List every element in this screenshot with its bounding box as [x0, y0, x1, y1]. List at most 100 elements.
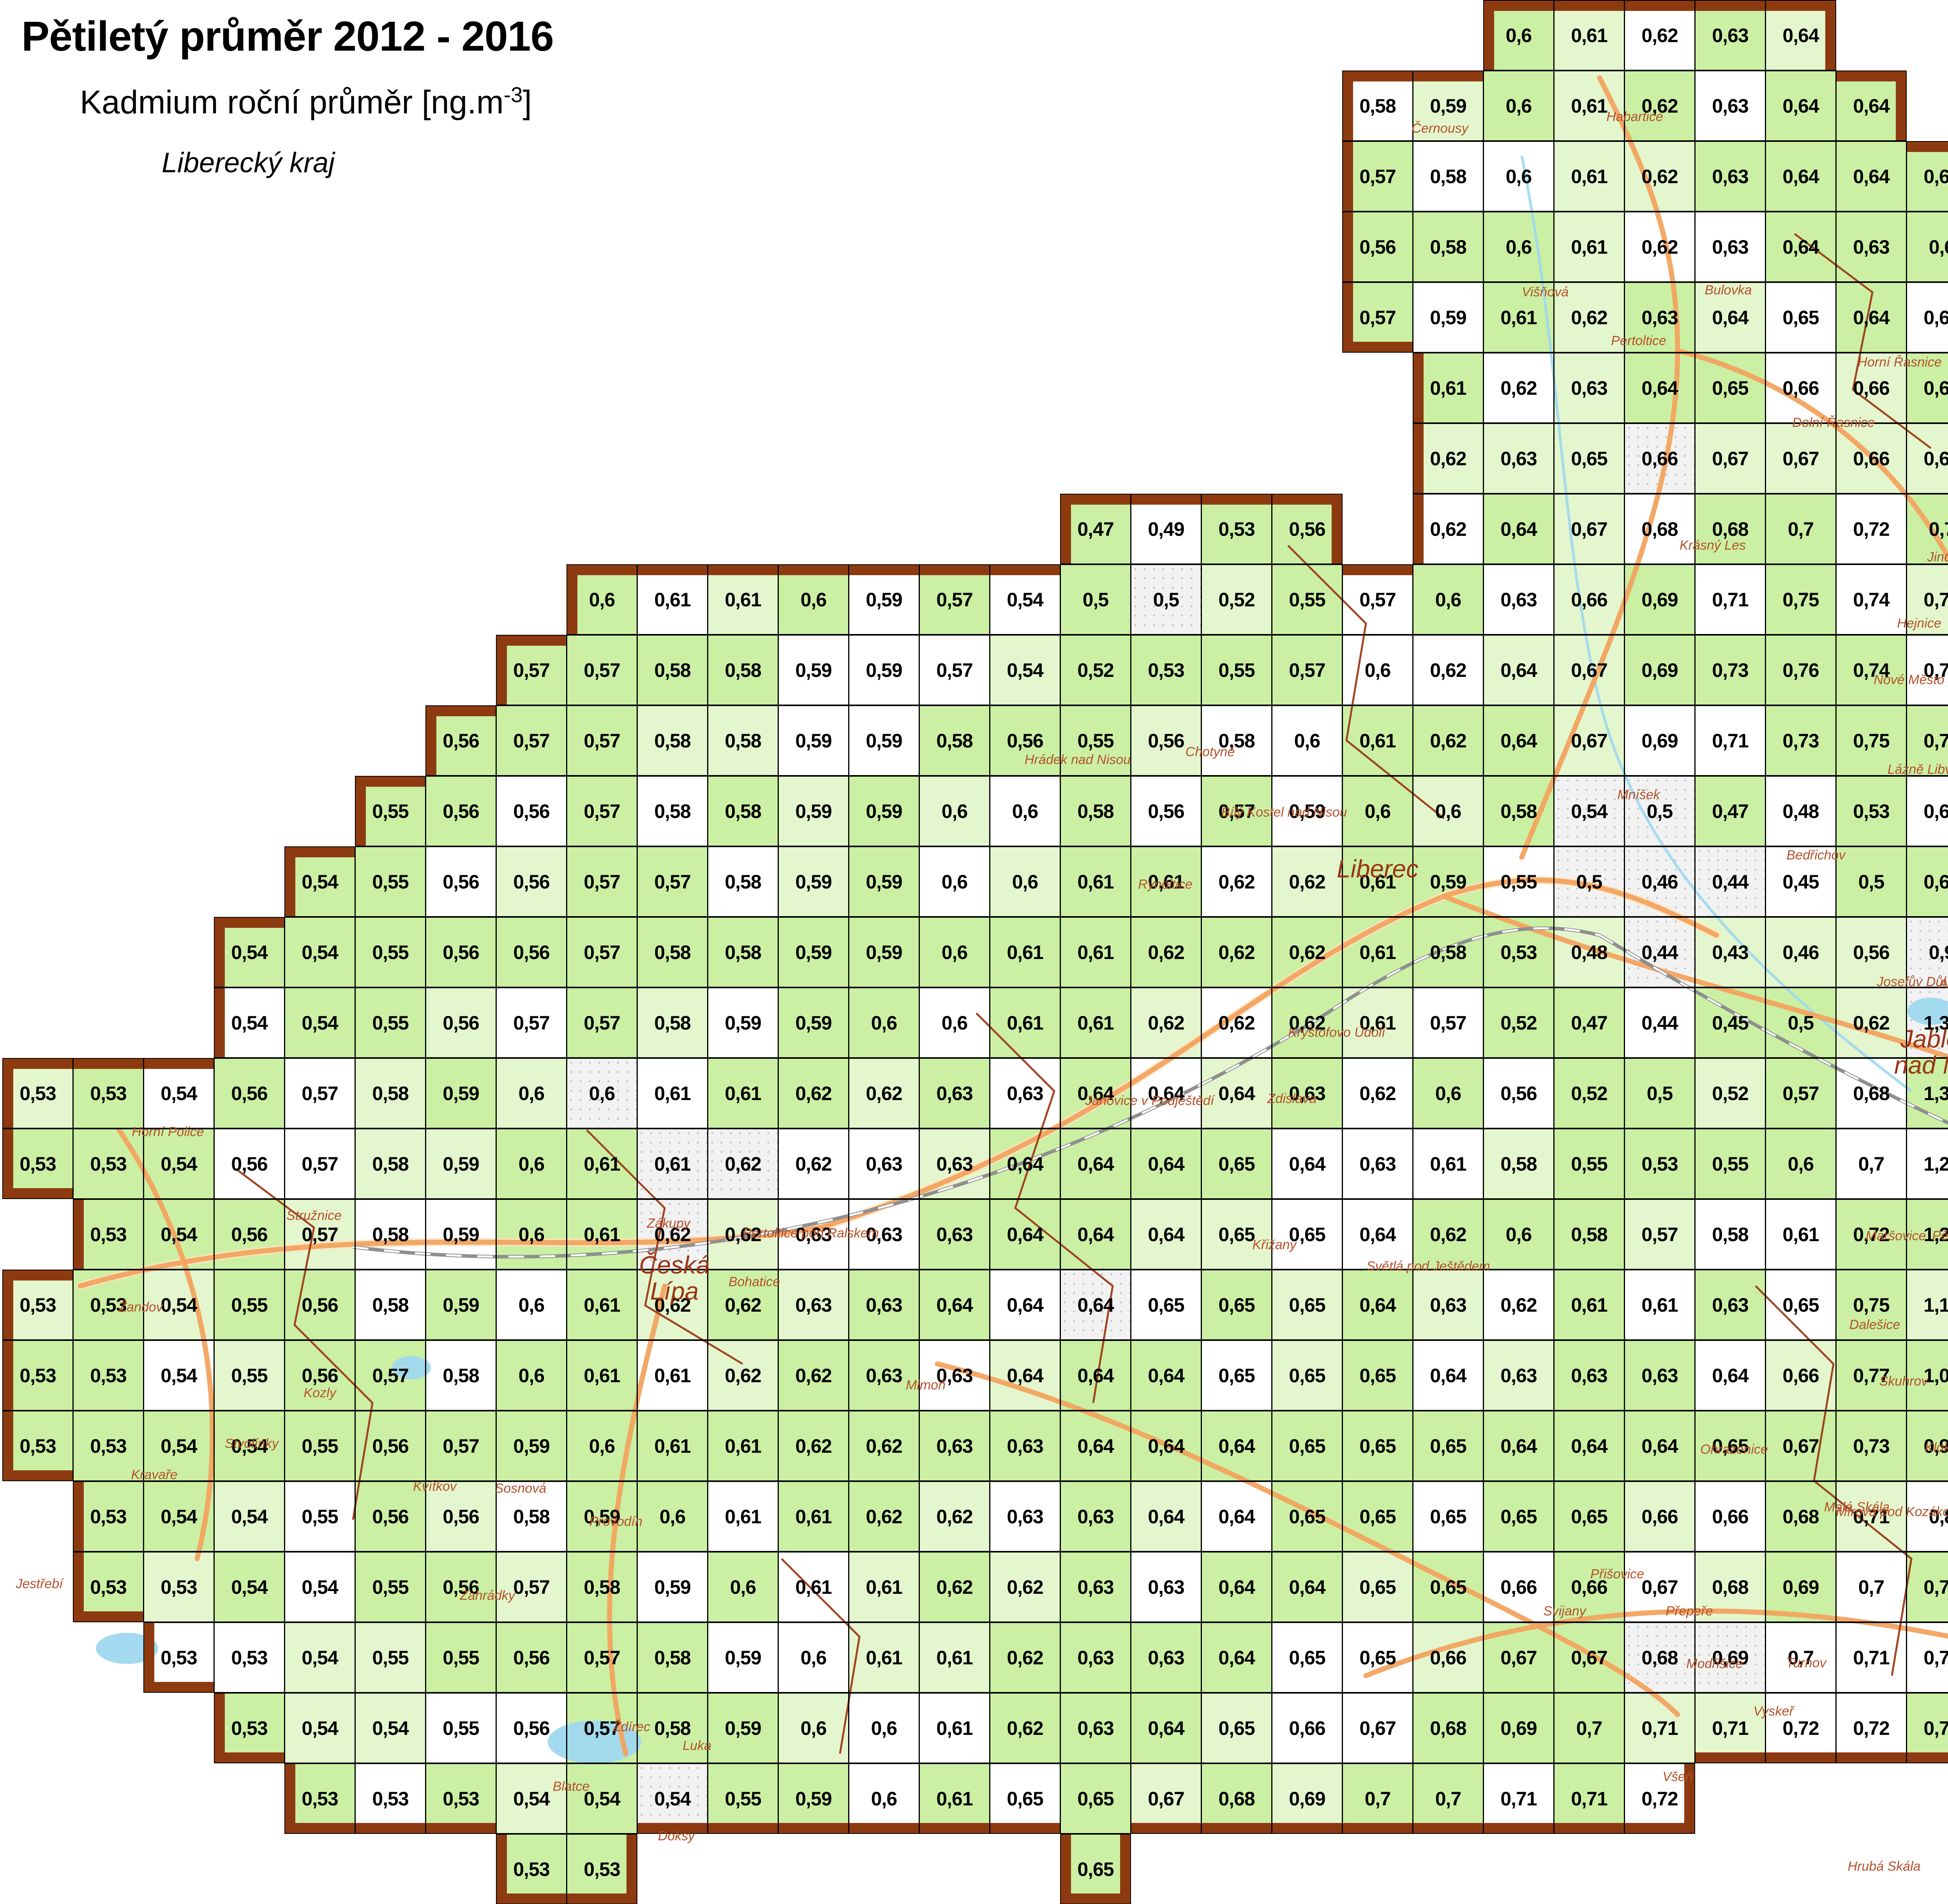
terrain-cell [1836, 917, 1907, 987]
cell-value: 0,53 [161, 1646, 197, 1669]
cell-value: 0,57 [584, 729, 620, 752]
terrain-cell [778, 846, 849, 917]
terrain-cell [708, 705, 778, 776]
grid-cell: 0,6 [566, 1411, 637, 1481]
terrain-cell [1906, 776, 1948, 846]
cell-value: 0,58 [1712, 1223, 1749, 1245]
terrain-cell [1483, 1058, 1554, 1129]
grid-cell: 0,58 [637, 917, 708, 987]
cell-value: 0,65 [1430, 1505, 1466, 1528]
terrain-cell [1272, 987, 1343, 1058]
cell-value: 0,62 [866, 1082, 902, 1104]
grid-cell: 0,53 [73, 1129, 144, 1199]
terrain-cell [849, 705, 919, 776]
grid-cell: 0,58 [355, 1199, 426, 1270]
cell-value: 0,65 [1218, 1364, 1255, 1386]
terrain-cell [1272, 494, 1343, 564]
cell-value: 0,65 [1712, 1435, 1749, 1457]
grid-cell: 0,63 [1483, 423, 1554, 494]
grid-cell: 0,59 [778, 1763, 849, 1834]
grid-cell: 0,58 [1695, 1199, 1766, 1270]
grid-cell: 0,56 [1131, 705, 1202, 776]
cell-value: 0,6 [1435, 800, 1462, 822]
cell-value: 0,56 [1359, 236, 1396, 258]
grid-cell: 0,68 [1836, 1058, 1907, 1129]
cell-value: 0,55 [302, 1435, 338, 1457]
grid-cell: 0,59 [637, 1552, 708, 1622]
grid-cell: 0,75 [1765, 564, 1836, 635]
terrain-cell [919, 917, 990, 987]
grid-cell: 0,61 [637, 1411, 708, 1481]
grid-cell: 0,72 [1765, 1693, 1836, 1763]
grid-cell: 0,57 [496, 1552, 567, 1622]
cell-value: 1,05 [1923, 1364, 1948, 1386]
terrain-cell [1695, 141, 1766, 212]
cell-value: 0,65 [1359, 1364, 1396, 1386]
grid-cell: 0,53 [284, 1763, 355, 1834]
cell-value: 0,58 [584, 1576, 620, 1598]
page-title: Pětiletý průměr 2012 - 2016 [21, 12, 554, 60]
terrain-cell [1131, 1058, 1202, 1129]
grid-cell: 0,6 [849, 1763, 919, 1834]
grid-cell: 0,62 [990, 1552, 1060, 1622]
cell-value: 0,57 [513, 729, 550, 752]
cell-value: 0,61 [1148, 871, 1184, 893]
terrain-cell [990, 1270, 1060, 1340]
terrain-cell [919, 1058, 990, 1129]
grid-cell: 0,64 [1201, 1058, 1272, 1129]
grid-cell: 0,64 [1624, 1411, 1695, 1481]
grid-cell: 0,68 [1906, 846, 1948, 917]
grid-cell: 0,61 [1624, 1270, 1695, 1340]
cell-value: 0,62 [1430, 729, 1466, 752]
terrain-cell [1272, 776, 1343, 846]
grid-cell: 0,66 [1624, 1481, 1695, 1552]
terrain-cell [1413, 353, 1484, 423]
cell-value: 0,61 [1359, 941, 1396, 963]
cell-value: 0,54 [584, 1787, 620, 1810]
cell-value: 0,61 [654, 588, 691, 611]
terrain-cell [919, 1270, 990, 1340]
terrain-cell [1624, 1270, 1695, 1340]
terrain-cell [1342, 1058, 1413, 1129]
terrain-cell [1201, 846, 1272, 917]
cell-value: 0,59 [725, 1646, 761, 1669]
cell-value: 0,6 [1012, 871, 1039, 893]
terrain-cell [849, 987, 919, 1058]
terrain-cell [990, 1058, 1060, 1129]
cell-value: 0,64 [1218, 1505, 1255, 1528]
terrain-cell [637, 987, 708, 1058]
terrain-cell [1906, 282, 1948, 353]
terrain-cell [566, 987, 637, 1058]
grid-cell: 0,53 [1836, 776, 1907, 846]
grid-cell: 0,53 [73, 1199, 144, 1270]
terrain-cell [1554, 1058, 1625, 1129]
grid-cell: 0,6 [778, 1693, 849, 1763]
cell-value: 0,6 [1505, 236, 1532, 258]
cell-value: 0,6 [589, 588, 616, 611]
cell-value: 0,57 [1289, 659, 1325, 681]
cell-value: 0,52 [1571, 1082, 1607, 1104]
grid-cell: 0,52 [1060, 635, 1131, 705]
grid-cell: 0,58 [708, 635, 778, 705]
cell-value: 0,61 [584, 1153, 620, 1175]
cell-value: 0,56 [443, 871, 479, 893]
terrain-cell [1413, 141, 1484, 212]
grid-cell: 0,68 [1624, 494, 1695, 564]
terrain-cell [1554, 564, 1625, 635]
cell-value: 0,65 [1289, 1505, 1325, 1528]
cell-value: 0,61 [795, 1505, 832, 1528]
grid-cell: 0,63 [919, 1129, 990, 1199]
terrain-cell [1554, 282, 1625, 353]
grid-cell: 0,54 [143, 1058, 214, 1129]
grid-cell: 0,64 [1342, 1199, 1413, 1270]
cell-value: 0,66 [1712, 1505, 1749, 1528]
cell-value: 0,59 [443, 1153, 479, 1175]
cell-value: 0,59 [584, 1505, 620, 1528]
grid-cell: 0,5 [1624, 776, 1695, 846]
grid-cell: 0,62 [849, 1411, 919, 1481]
grid-cell: 0,68 [1695, 494, 1766, 564]
cell-value: 0,44 [1641, 941, 1678, 963]
grid-cell: 0,47 [1554, 987, 1625, 1058]
grid-cell: 0,69 [1272, 1763, 1343, 1834]
terrain-cell [1483, 564, 1554, 635]
